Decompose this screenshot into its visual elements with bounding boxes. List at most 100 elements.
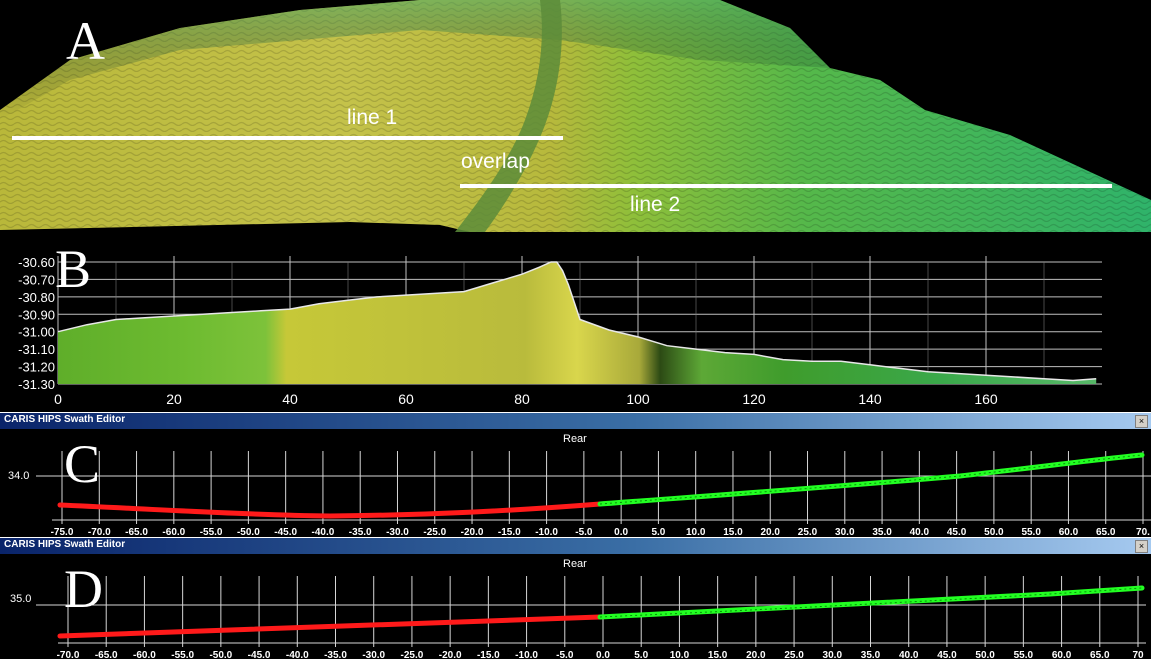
x-tick-label: 160 [974, 391, 998, 407]
x-tick-label: -70.0 [57, 650, 80, 659]
x-tick-label: 80 [514, 391, 530, 407]
overlap-label: overlap [461, 150, 530, 173]
x-tick-label: -10.0 [535, 527, 558, 537]
panel-b-depth-profile: -30.60 -30.70 -30.80 -30.90 -31.00 -31.10 -31.… [0, 232, 1151, 412]
x-tick-label: -40.0 [312, 527, 335, 537]
starboard-soundings-texture [599, 587, 1143, 618]
x-tick-label: 50.0 [984, 527, 1004, 537]
x-tick-label: 5.0 [651, 527, 665, 537]
x-tick-label: 55.0 [1021, 527, 1041, 537]
surface-view [0, 0, 1151, 232]
panel-letter-a: A [66, 11, 105, 71]
x-tick-label: 10.0 [670, 650, 690, 659]
x-tick-label: -35.0 [349, 527, 372, 537]
x-tick-label: -60.0 [133, 650, 156, 659]
view-label: Rear [563, 558, 587, 570]
x-tick-label: 5.0 [634, 650, 648, 659]
depth-label: 34.0 [8, 470, 30, 482]
x-tick-label: -25.0 [423, 527, 446, 537]
x-tick-label: -20.0 [439, 650, 462, 659]
x-tick-label: 140 [858, 391, 882, 407]
x-tick-label: -65.0 [125, 527, 148, 537]
x-tick-label: -55.0 [200, 527, 223, 537]
x-tick-label: -10.0 [515, 650, 538, 659]
x-tick-label: 45.0 [937, 650, 957, 659]
x-tick-label: -15.0 [498, 527, 521, 537]
window-title: CARIS HIPS Swath Editor [4, 414, 126, 425]
panel-letter-d: D [64, 559, 103, 619]
x-tick-label: 70. [1136, 527, 1150, 537]
x-tick-label: 60 [398, 391, 414, 407]
window-titlebar[interactable]: CARIS HIPS Swath Editor × [0, 413, 1151, 429]
view-label: Rear [563, 433, 587, 445]
x-tick-label: 0 [54, 391, 62, 407]
y-tick-label: -30.80 [18, 290, 55, 305]
x-tick-label: 45.0 [947, 527, 967, 537]
x-tick-label: -50.0 [237, 527, 260, 537]
x-tick-label: -35.0 [324, 650, 347, 659]
x-tick-label: 10.0 [686, 527, 706, 537]
x-tick-label: -20.0 [461, 527, 484, 537]
x-tick-label: 60.0 [1059, 527, 1079, 537]
y-tick-label: -31.10 [18, 342, 55, 357]
x-tick-label: -55.0 [171, 650, 194, 659]
profile-area [58, 262, 1097, 384]
profile-line [57, 261, 1097, 382]
x-tick-label: 65.0 [1096, 527, 1116, 537]
y-tick-label: -30.60 [18, 255, 55, 270]
x-tick-label: 60.0 [1052, 650, 1072, 659]
y-tick-label: -30.70 [18, 272, 55, 287]
x-tick-label: 0.0 [596, 650, 610, 659]
window-title: CARIS HIPS Swath Editor [4, 539, 126, 550]
x-tick-label: 30.0 [835, 527, 855, 537]
y-tick-label: -31.00 [18, 325, 55, 340]
x-tick-label: -45.0 [274, 527, 297, 537]
x-tick-label: 50.0 [975, 650, 995, 659]
x-tick-label: 0.0 [614, 527, 628, 537]
x-tick-label: -50.0 [209, 650, 232, 659]
x-tick-label: 55.0 [1014, 650, 1034, 659]
x-tick-label: 40.0 [910, 527, 930, 537]
x-tick-label: -70.0 [88, 527, 111, 537]
x-tick-label: 20.0 [746, 650, 766, 659]
swath-view: -75.0 -70.0 -65.0 -60.0 -55.0 -50.0 -45.0 -40.0… [36, 451, 1151, 537]
panel-c-swath-editor: CARIS HIPS Swath Editor × -75.0 -70.0 -65.… [0, 413, 1151, 537]
x-tick-label: -25.0 [401, 650, 424, 659]
profile-chart: -30.60 -30.70 -30.80 -30.90 -31.00 -31.10 -31.… [18, 255, 1102, 407]
x-tick-label: -5.0 [556, 650, 574, 659]
x-tick-label: 20.0 [761, 527, 781, 537]
x-tick-label: -5.0 [575, 527, 593, 537]
y-tick-label: -30.90 [18, 307, 55, 322]
panel-letter-c: C [64, 434, 101, 494]
x-tick-label: -40.0 [286, 650, 309, 659]
x-tick-label: 65.0 [1090, 650, 1110, 659]
x-tick-label: 40 [282, 391, 298, 407]
x-tick-label: 70 [1132, 650, 1144, 659]
x-tick-label: -15.0 [477, 650, 500, 659]
x-tick-label: -30.0 [386, 527, 409, 537]
window-titlebar[interactable]: CARIS HIPS Swath Editor × [0, 538, 1151, 554]
x-tick-label: 25.0 [784, 650, 804, 659]
port-soundings [57, 501, 603, 519]
panel-letter-b: B [55, 239, 92, 299]
panel-a-3d-surface: A line 1 overlap line 2 [0, 0, 1151, 232]
panel-d-swath-editor: CARIS HIPS Swath Editor × -70.0 -65.0 -60.… [0, 538, 1151, 659]
x-tick-label: 20 [166, 391, 182, 407]
x-tick-label: 15.0 [708, 650, 728, 659]
x-tick-label: 30.0 [823, 650, 843, 659]
close-button[interactable]: × [1135, 540, 1148, 553]
x-tick-label: -30.0 [362, 650, 385, 659]
depth-label: 35.0 [10, 593, 32, 605]
x-tick-label: -60.0 [162, 527, 185, 537]
x-tick-label: 35.0 [861, 650, 881, 659]
port-soundings [57, 614, 603, 639]
line-1-label: line 1 [347, 106, 398, 129]
x-tick-label: 35.0 [872, 527, 892, 537]
swath-view: -70.0 -65.0 -60.0 -55.0 -50.0 -45.0 -40.0 -35.0… [36, 576, 1146, 659]
x-tick-label: -75.0 [51, 527, 74, 537]
y-tick-label: -31.20 [18, 360, 55, 375]
x-tick-label: -65.0 [95, 650, 118, 659]
starboard-soundings [597, 452, 1145, 507]
close-button[interactable]: × [1135, 415, 1148, 428]
x-tick-label: 100 [626, 391, 650, 407]
